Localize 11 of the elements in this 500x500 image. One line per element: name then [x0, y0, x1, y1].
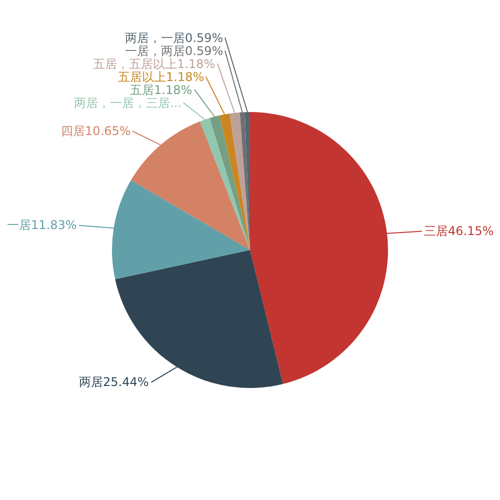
slice-label: 五居1.18% — [130, 83, 192, 97]
pie-slice — [130, 121, 250, 250]
slice-label: 五居，五居以上1.18% — [93, 57, 216, 71]
slice-label: 五居以上1.18% — [118, 70, 204, 84]
slice-label: 两居，一居，三居... — [74, 96, 182, 110]
slice-label: 两居，一居0.59% — [125, 31, 224, 45]
slice-label: 两居25.44% — [79, 375, 149, 389]
slice-label: 一居，两居0.59% — [125, 44, 224, 58]
slice-label: 三居46.15% — [424, 224, 494, 238]
slice-label: 一居11.83% — [7, 218, 77, 232]
slice-label: 四居10.65% — [61, 124, 131, 138]
